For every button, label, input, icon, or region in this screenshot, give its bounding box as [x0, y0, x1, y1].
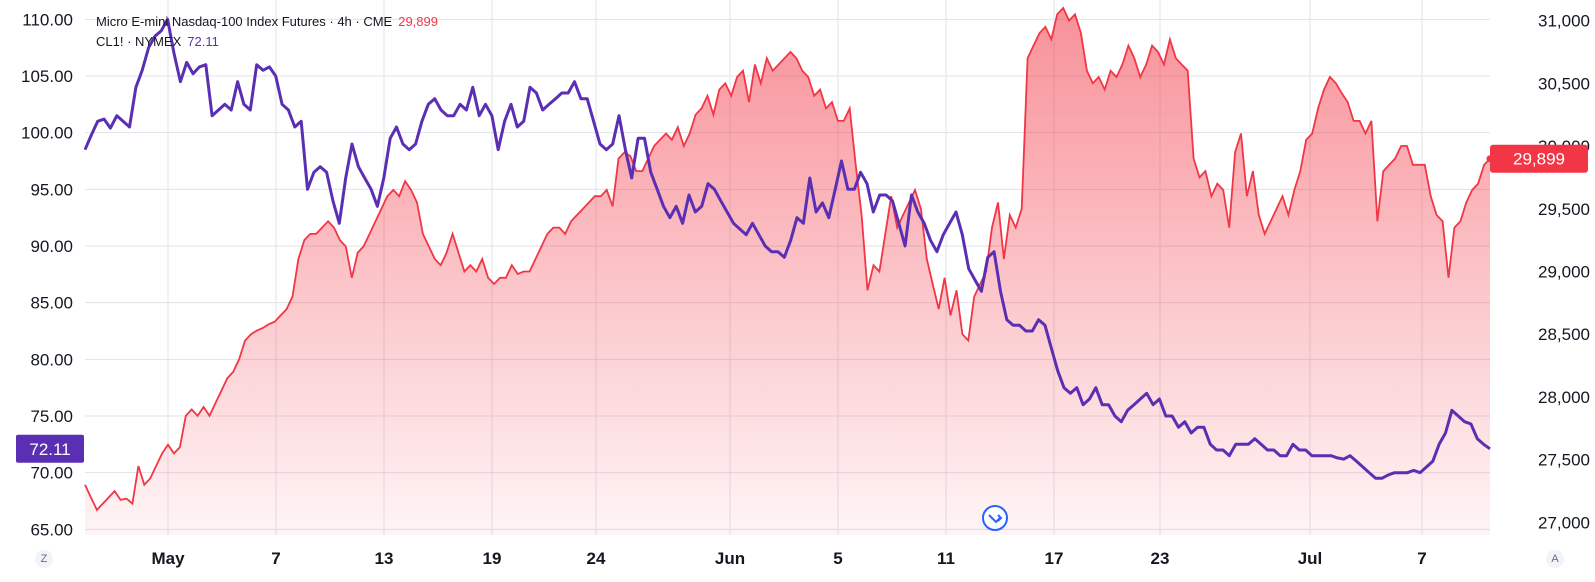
- x-tick-label: 24: [587, 549, 606, 568]
- left-tick-label: 75.00: [30, 407, 73, 426]
- left-tick-label: 100.00: [21, 124, 73, 143]
- right-tick-label: 28,500: [1538, 325, 1590, 344]
- legend-series-a-label: Micro E-mini Nasdaq-100 Index Futures · …: [96, 14, 393, 29]
- auto-scale-button[interactable]: A: [1546, 550, 1564, 568]
- x-tick-label: 23: [1151, 549, 1170, 568]
- left-tick-label: 85.00: [30, 294, 73, 313]
- left-last-value-text: 72.11: [29, 440, 70, 459]
- legend-series-b-value: 72.11: [187, 34, 219, 49]
- x-tick-label: Jun: [715, 549, 745, 568]
- x-tick-label: May: [151, 549, 185, 568]
- nasdaq-line[interactable]: [84, 6, 1491, 512]
- jump-to-realtime-icon[interactable]: [982, 505, 1008, 531]
- left-tick-label: 65.00: [30, 520, 73, 539]
- x-tick-label: Jul: [1298, 549, 1323, 568]
- left-tick-label: 95.00: [30, 180, 73, 199]
- x-tick-label: 5: [833, 549, 842, 568]
- right-tick-label: 27,000: [1538, 513, 1590, 532]
- x-tick-label: 13: [375, 549, 394, 568]
- left-tick-label: 105.00: [21, 67, 73, 86]
- right-last-value-text: 29,899: [1513, 150, 1565, 169]
- left-tick-label: 80.00: [30, 350, 73, 369]
- right-last-value-badge: [1490, 144, 1588, 173]
- right-tick-label: 27,500: [1538, 451, 1590, 470]
- right-tick-label: 28,000: [1538, 388, 1590, 407]
- right-tick-label: 31,000: [1538, 12, 1590, 31]
- right-tick-label: 29,000: [1538, 263, 1590, 282]
- right-tick-label: 30,500: [1538, 74, 1590, 93]
- right-tick-label: 29,500: [1538, 200, 1590, 219]
- legend-series-b[interactable]: CL1! · NYMEX 72.11: [96, 32, 438, 52]
- nasdaq-area-fill: [85, 8, 1490, 535]
- right-axis: 27,00027,50028,00028,50029,00029,50030,0…: [1538, 12, 1590, 533]
- legend-series-b-label: CL1! · NYMEX: [96, 34, 182, 49]
- x-tick-label: 7: [1417, 549, 1426, 568]
- x-tick-label: 7: [271, 549, 280, 568]
- left-axis: 65.00 70.00 75.00 80.00 85.00 90.00 95.00 100.0…: [21, 10, 73, 539]
- legend-series-a-value: 29,899: [398, 14, 438, 29]
- chart-legend: Micro E-mini Nasdaq-100 Index Futures · …: [96, 12, 438, 52]
- left-last-value-badge: [16, 434, 84, 463]
- nasdaq-area-layer: [85, 8, 1490, 535]
- x-tick-label: 11: [937, 549, 955, 568]
- x-tick-label: 17: [1045, 549, 1064, 568]
- date-axis: May 7 13 19 24 Jun 5 11 17 23 Jul 7: [151, 549, 1426, 568]
- last-value-badges: 72.11 29,899: [16, 144, 1588, 463]
- legend-series-a[interactable]: Micro E-mini Nasdaq-100 Index Futures · …: [96, 12, 438, 32]
- left-tick-label: 90.00: [30, 237, 73, 256]
- cl1-line[interactable]: [83, 17, 1491, 480]
- left-tick-label: 110.00: [22, 10, 73, 29]
- left-tick-label: 70.00: [30, 464, 73, 483]
- timezone-toggle-button[interactable]: Z: [35, 550, 53, 568]
- x-tick-label: 19: [483, 549, 502, 568]
